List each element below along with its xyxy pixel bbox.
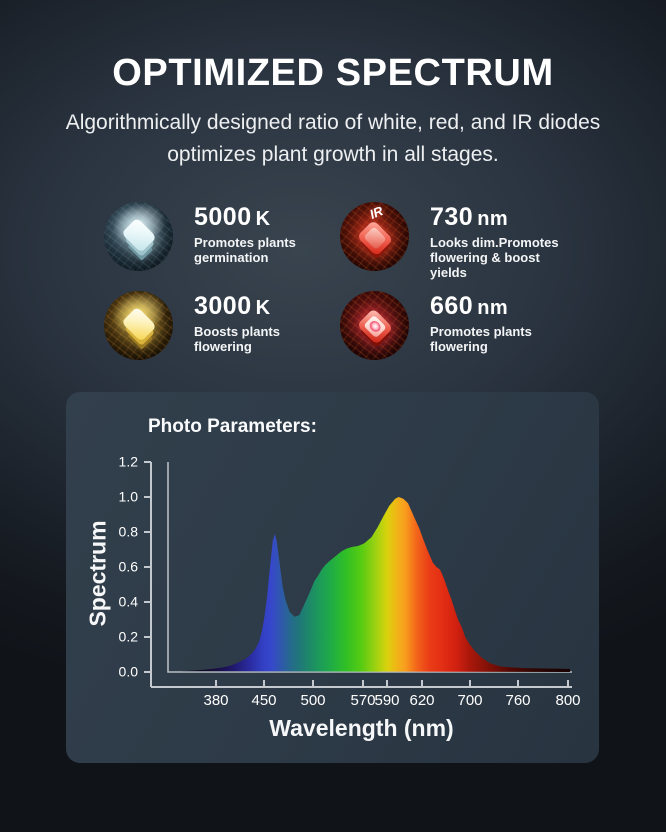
value-unit: nm: [477, 208, 509, 230]
value-unit: K: [255, 297, 271, 319]
chart-title: Photo Parameters:: [148, 416, 317, 437]
value-number: 5000: [194, 203, 252, 231]
ir-led-chip-icon: IR: [340, 202, 409, 271]
warm-led-chip-icon: [104, 291, 173, 360]
chip-core: [362, 225, 387, 250]
value-number: 3000: [194, 292, 252, 320]
diode-description: Boosts plants flowering: [194, 323, 280, 354]
svg-text:500: 500: [300, 692, 325, 709]
page-title: OPTIMIZED SPECTRUM: [112, 52, 554, 94]
header: OPTIMIZED SPECTRUM Algorithmically desig…: [0, 0, 666, 171]
value-number: 660: [430, 292, 474, 320]
svg-text:590: 590: [374, 692, 399, 709]
value-number: 730: [430, 203, 474, 231]
diode-text: 660 nm Promotes plants flowering: [430, 291, 562, 354]
svg-text:760: 760: [505, 692, 530, 709]
svg-text:620: 620: [409, 692, 434, 709]
diode-value: 730 nm: [430, 203, 562, 232]
x-axis-label: Wavelength (nm): [269, 715, 454, 741]
diode-text: 3000 K Boosts plants flowering: [194, 291, 326, 354]
inner-axis: [167, 462, 572, 673]
svg-text:700: 700: [457, 692, 482, 709]
red-led-chip-icon: [340, 291, 409, 360]
diode-text: 5000 K Promotes plants germination: [194, 202, 326, 265]
diode-description: Promotes plants flowering: [430, 323, 532, 354]
svg-text:450: 450: [251, 692, 276, 709]
spectrum-chart-panel: Photo Parameters: Spectrum Wavelength (n…: [66, 392, 599, 763]
subtitle-line-2: optimizes plant growth in all stages.: [167, 142, 499, 166]
diode-description: Promotes plants germination: [194, 234, 296, 265]
svg-text:570: 570: [350, 692, 375, 709]
diode-item-660nm: 660 nm Promotes plants flowering: [340, 291, 562, 360]
svg-text:0.8: 0.8: [119, 524, 139, 540]
spectrum-area: [181, 497, 570, 672]
diode-text: 730 nm Looks dim.Promotes flowering & boos…: [430, 202, 562, 280]
diode-grid: 5000 K Promotes plants germination IR 730 n…: [0, 202, 666, 360]
subtitle-line-1: Algorithmically designed ratio of white,…: [65, 111, 601, 134]
svg-text:380: 380: [203, 692, 228, 709]
white-led-chip-icon: [104, 202, 173, 271]
svg-text:800: 800: [555, 692, 580, 709]
diode-description: Looks dim.Promotes flowering & boost yiel…: [430, 234, 559, 280]
svg-text:0.2: 0.2: [119, 629, 139, 645]
diode-value: 5000 K: [194, 203, 326, 232]
svg-text:1.2: 1.2: [119, 454, 139, 470]
diode-value: 660 nm: [430, 292, 562, 321]
diode-item-5000k: 5000 K Promotes plants germination: [104, 202, 326, 271]
diode-item-3000k: 3000 K Boosts plants flowering: [104, 291, 326, 360]
value-unit: K: [255, 208, 271, 230]
svg-text:0.4: 0.4: [119, 594, 139, 610]
svg-text:1.0: 1.0: [119, 489, 139, 505]
svg-text:0.6: 0.6: [119, 559, 139, 575]
svg-text:0.0: 0.0: [119, 664, 139, 680]
page-subtitle: Algorithmically designed ratio of white,…: [0, 107, 666, 171]
value-unit: nm: [477, 297, 509, 319]
diode-value: 3000 K: [194, 292, 326, 321]
diode-item-730nm: IR 730 nm Looks dim.Promotes flowering & b…: [340, 202, 562, 280]
